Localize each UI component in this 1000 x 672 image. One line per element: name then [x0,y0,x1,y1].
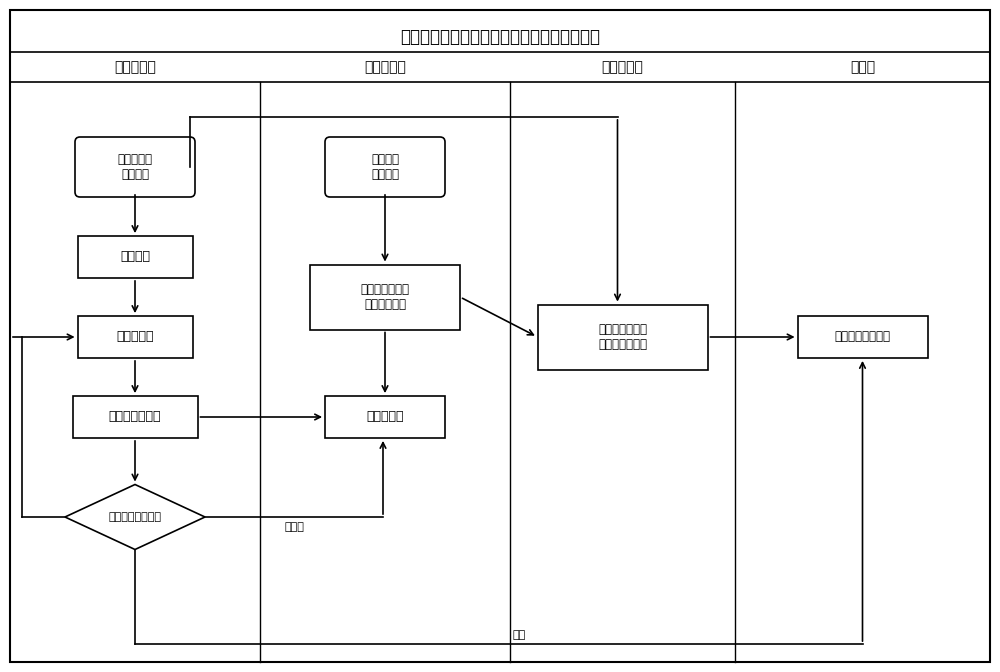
Text: 随机点生成: 随机点生成 [366,411,404,423]
FancyBboxPatch shape [538,304,708,370]
Text: 边界条件: 边界条件 [120,251,150,263]
FancyBboxPatch shape [798,316,928,358]
Text: 满足: 满足 [512,630,525,640]
Text: 有限元计算: 有限元计算 [116,331,154,343]
FancyBboxPatch shape [325,137,445,197]
FancyBboxPatch shape [78,236,192,278]
Text: 点阵结构化: 点阵结构化 [602,60,643,74]
Text: 实体化: 实体化 [850,60,875,74]
FancyBboxPatch shape [78,316,192,358]
Text: 细分网格并实体化: 细分网格并实体化 [834,331,891,343]
FancyBboxPatch shape [73,396,198,438]
Text: 随机点布置: 随机点布置 [364,60,406,74]
Text: 采用结构化算法
进行表面结构化: 采用结构化算法 进行表面结构化 [598,323,647,351]
FancyBboxPatch shape [310,265,460,329]
Polygon shape [65,485,205,550]
FancyBboxPatch shape [325,396,445,438]
Text: 不满足: 不满足 [284,522,304,532]
Text: 单元结果后处理: 单元结果后处理 [109,411,161,423]
Text: 表面设计
区域划分: 表面设计 区域划分 [371,153,399,181]
Text: 单元强度是否满足: 单元强度是否满足 [108,512,162,522]
Text: 有限元计算: 有限元计算 [114,60,156,74]
Text: 表面有限元
网格划分: 表面有限元 网格划分 [118,153,152,181]
Text: 一种基于有限元结果的连续体表面轻量化方法: 一种基于有限元结果的连续体表面轻量化方法 [400,28,600,46]
FancyBboxPatch shape [75,137,195,197]
Text: 设计区域与网格
建立对应关系: 设计区域与网格 建立对应关系 [360,283,410,311]
